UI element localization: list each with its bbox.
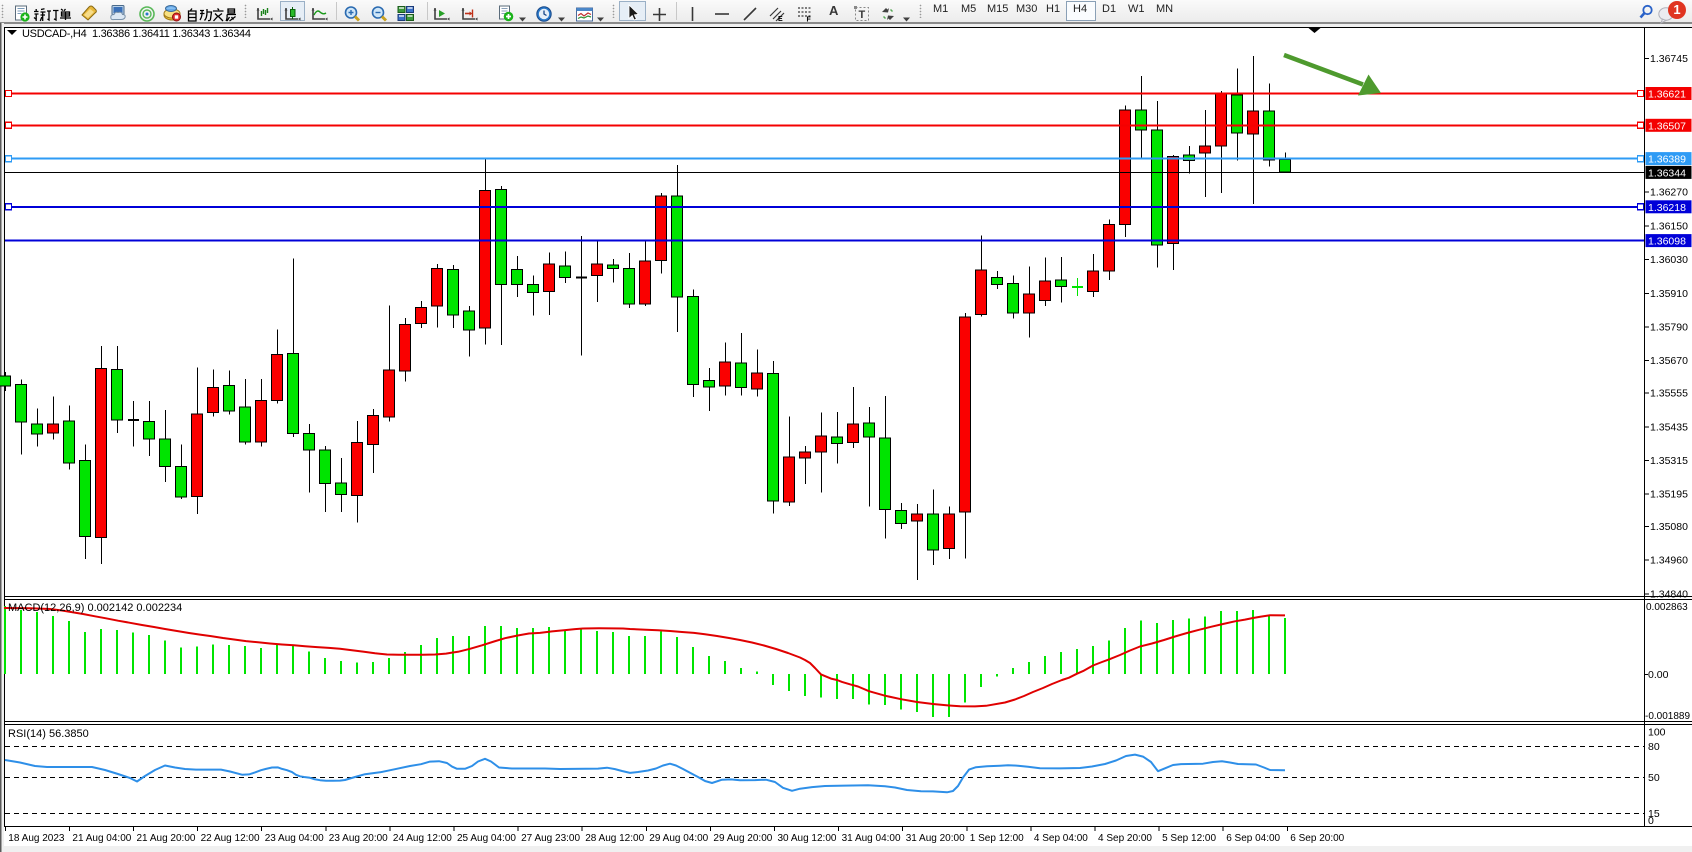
svg-text:1.36344: 1.36344 — [1648, 167, 1686, 179]
svg-text:6 Sep 04:00: 6 Sep 04:00 — [1226, 833, 1280, 844]
svg-text:1.35195: 1.35195 — [1650, 489, 1688, 501]
svg-text:1.36507: 1.36507 — [1648, 120, 1686, 132]
svg-text:25 Aug 04:00: 25 Aug 04:00 — [457, 833, 516, 844]
svg-text:1.36270: 1.36270 — [1650, 187, 1688, 199]
svg-text:0.00: 0.00 — [1648, 669, 1669, 681]
svg-text:6 Sep 20:00: 6 Sep 20:00 — [1290, 833, 1344, 844]
svg-text:1.34840: 1.34840 — [1650, 589, 1688, 601]
svg-text:1.36150: 1.36150 — [1650, 220, 1688, 232]
svg-text:21 Aug 04:00: 21 Aug 04:00 — [72, 833, 131, 844]
svg-text:USDCAD-,H4 1.36386 1.36411 1.: USDCAD-,H4 1.36386 1.36411 1.36343 1.363… — [22, 28, 251, 40]
svg-text:18 Aug 2023: 18 Aug 2023 — [8, 833, 65, 844]
svg-text:27 Aug 23:00: 27 Aug 23:00 — [521, 833, 580, 844]
svg-text:0.002863: 0.002863 — [1646, 602, 1688, 613]
svg-text:RSI(14) 56.3850: RSI(14) 56.3850 — [8, 728, 89, 740]
svg-text:100: 100 — [1648, 726, 1666, 738]
svg-text:31 Aug 04:00: 31 Aug 04:00 — [842, 833, 901, 844]
svg-text:1.36389: 1.36389 — [1648, 154, 1686, 166]
svg-text:1.35555: 1.35555 — [1650, 388, 1688, 400]
svg-text:23 Aug 04:00: 23 Aug 04:00 — [265, 833, 324, 844]
svg-text:80: 80 — [1648, 741, 1660, 753]
svg-text:30 Aug 12:00: 30 Aug 12:00 — [778, 833, 837, 844]
svg-text:1.35080: 1.35080 — [1650, 521, 1688, 533]
svg-text:1.36098: 1.36098 — [1648, 236, 1686, 248]
svg-text:1.36218: 1.36218 — [1648, 202, 1686, 214]
svg-text:1.34960: 1.34960 — [1650, 555, 1688, 567]
svg-text:29 Aug 20:00: 29 Aug 20:00 — [713, 833, 772, 844]
svg-text:1.35910: 1.35910 — [1650, 288, 1688, 300]
svg-text:E: E — [778, 16, 783, 23]
svg-text:24 Aug 12:00: 24 Aug 12:00 — [393, 833, 452, 844]
svg-text:MACD(12,26,9) 0.002142 0.00223: MACD(12,26,9) 0.002142 0.002234 — [8, 602, 182, 614]
svg-text:1.35670: 1.35670 — [1650, 355, 1688, 367]
svg-text:1.35315: 1.35315 — [1650, 455, 1688, 467]
svg-text:29 Aug 04:00: 29 Aug 04:00 — [649, 833, 708, 844]
svg-text:22 Aug 12:00: 22 Aug 12:00 — [201, 833, 260, 844]
svg-text:31 Aug 20:00: 31 Aug 20:00 — [906, 833, 965, 844]
svg-text:1 Sep 12:00: 1 Sep 12:00 — [970, 833, 1024, 844]
svg-text:4 Sep 20:00: 4 Sep 20:00 — [1098, 833, 1152, 844]
svg-text:1.35790: 1.35790 — [1650, 322, 1688, 334]
svg-text:23 Aug 20:00: 23 Aug 20:00 — [329, 833, 388, 844]
svg-text:21 Aug 20:00: 21 Aug 20:00 — [137, 833, 196, 844]
svg-text:1.35435: 1.35435 — [1650, 421, 1688, 433]
svg-text:15: 15 — [1648, 808, 1660, 820]
svg-text:F: F — [807, 17, 812, 24]
svg-text:1.36030: 1.36030 — [1650, 254, 1688, 266]
svg-text:5 Sep 12:00: 5 Sep 12:00 — [1162, 833, 1216, 844]
svg-text:0: 0 — [1648, 815, 1654, 827]
svg-text:1.36621: 1.36621 — [1648, 89, 1686, 101]
svg-text:-0.001889: -0.001889 — [1645, 711, 1690, 722]
svg-text:1.36745: 1.36745 — [1650, 53, 1688, 65]
svg-text:T: T — [859, 9, 866, 21]
svg-text:28 Aug 12:00: 28 Aug 12:00 — [585, 833, 644, 844]
svg-text:4 Sep 04:00: 4 Sep 04:00 — [1034, 833, 1088, 844]
svg-text:50: 50 — [1648, 772, 1660, 784]
